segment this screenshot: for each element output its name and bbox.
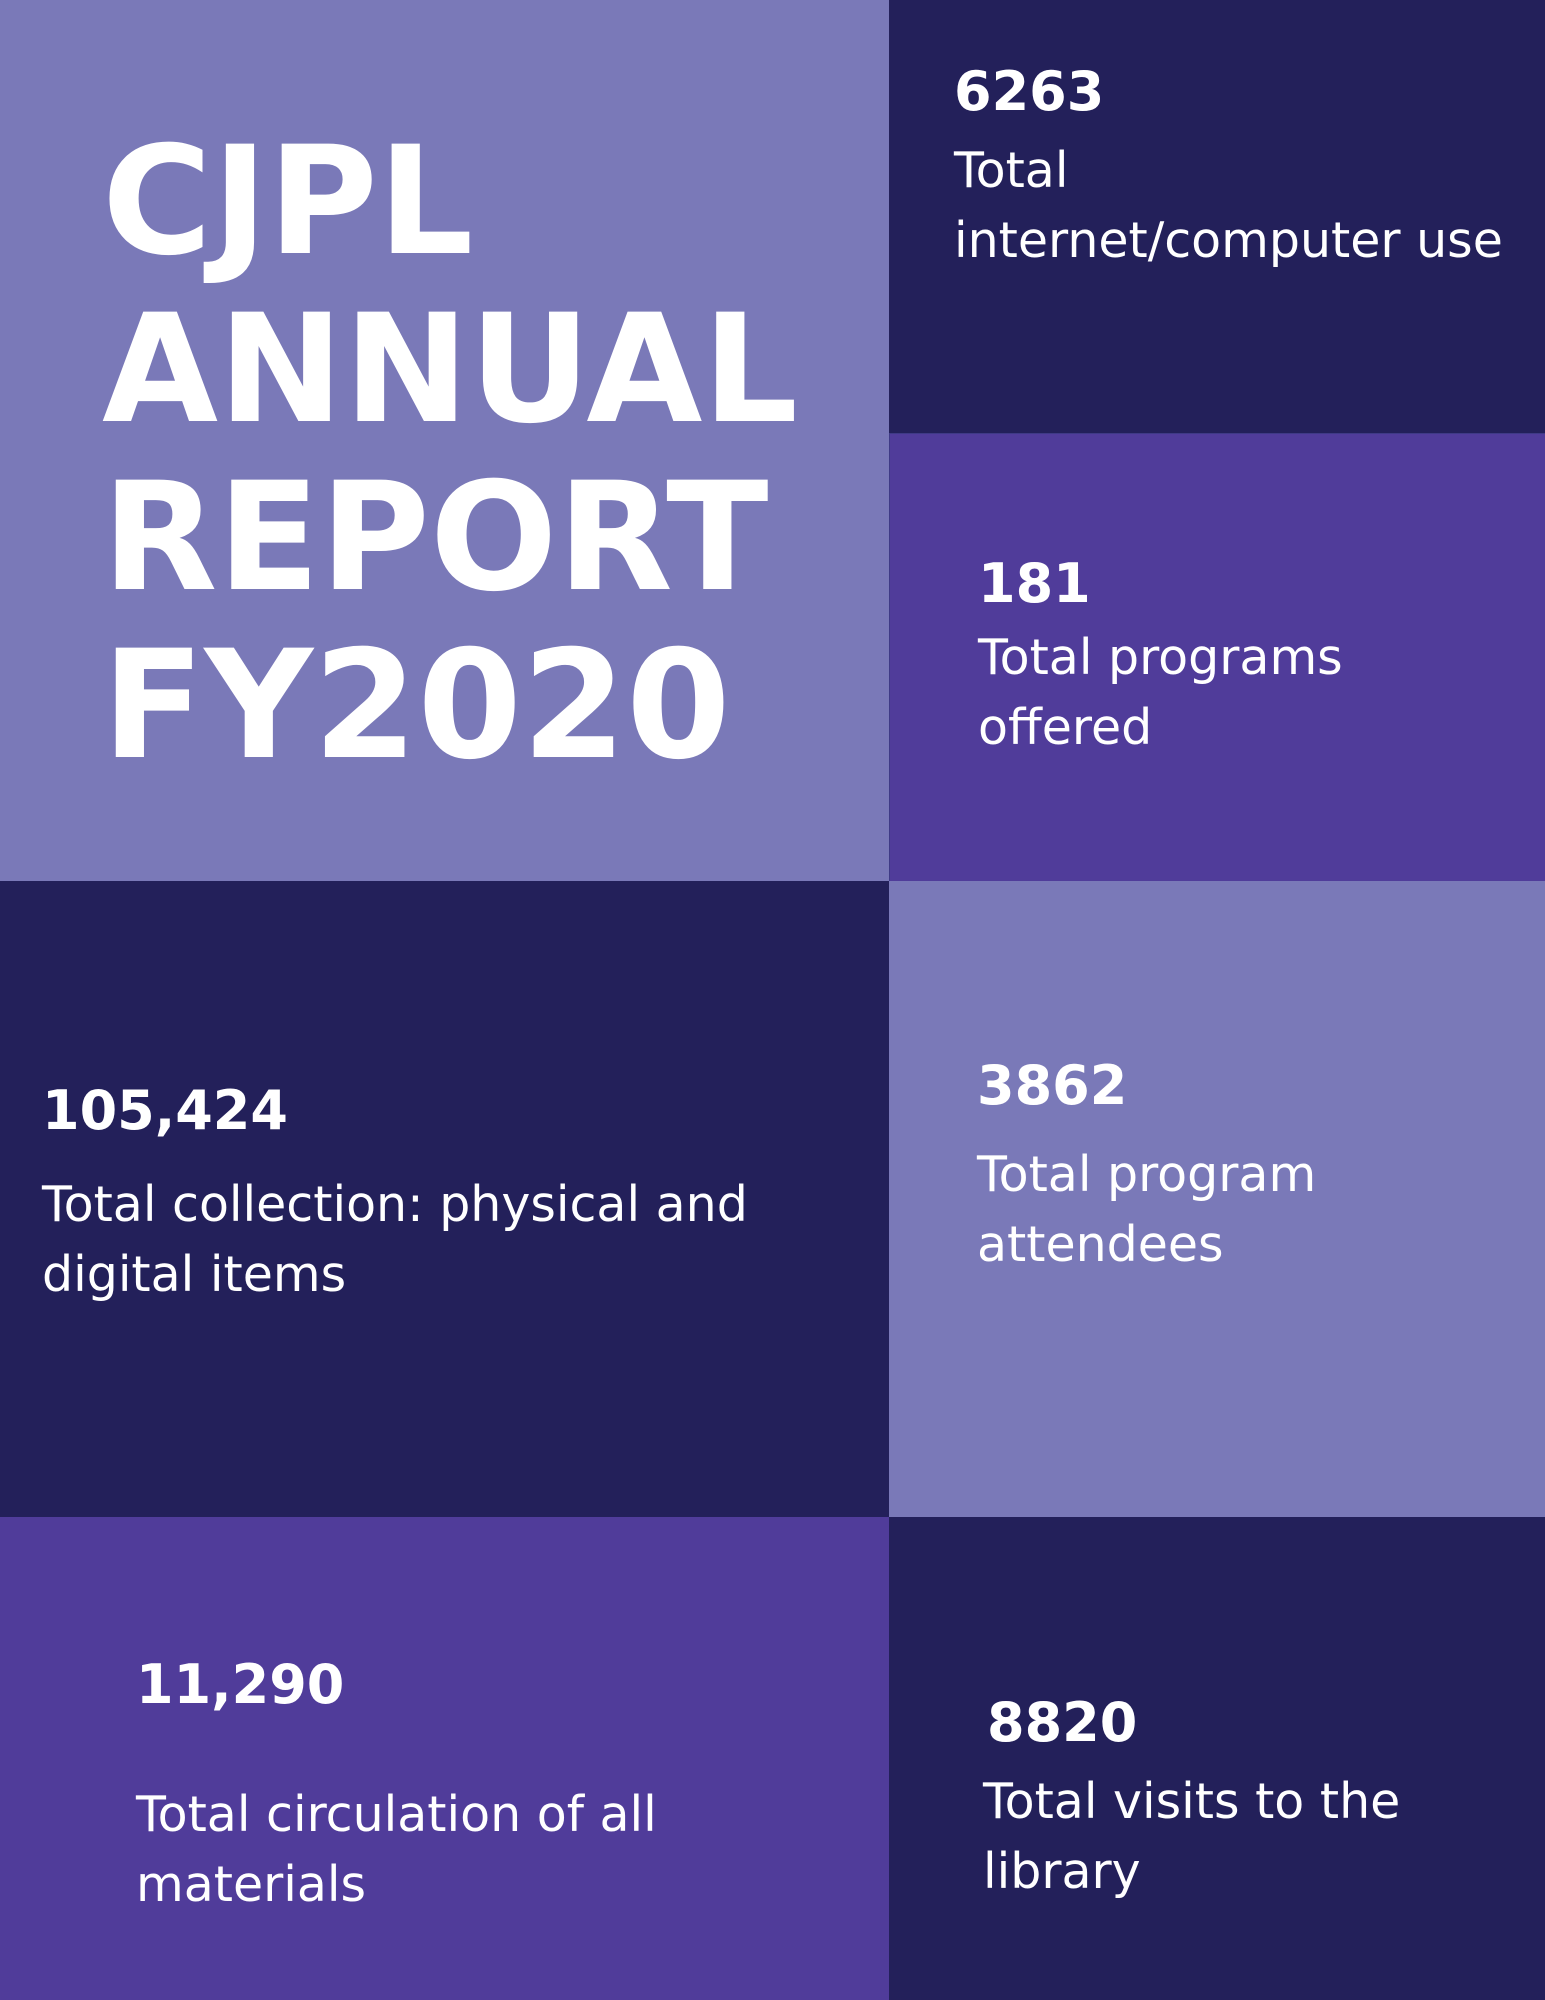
stat-tile-circulation: 11,290 Total circulation of all material… [0,1517,889,2000]
stat-number: 6263 [954,60,1105,123]
stat-tile-programs-offered: 181 Total programs offered [889,433,1545,881]
stat-number: 8820 [987,1691,1138,1754]
stat-tile-library-visits: 8820 Total visits to the library [889,1517,1545,2000]
stat-tile-total-collection: 105,424 Total collection: physical and d… [0,881,889,1517]
title-tile: CJPL ANNUAL REPORT FY2020 [0,0,889,881]
stat-label: Total program attendees [977,1146,1317,1273]
stat-tile-internet-use: 6263 Total internet/computer use [889,0,1545,433]
stat-tile-program-attendees: 3862 Total program attendees [889,881,1545,1517]
stat-label: Total visits to the library [983,1773,1401,1900]
stat-number: 11,290 [136,1653,345,1716]
report-title: CJPL ANNUAL REPORT FY2020 [102,115,799,793]
stat-label: Total circulation of all materials [136,1786,657,1913]
stat-label: Total programs offered [978,629,1343,756]
stat-number: 105,424 [42,1079,288,1142]
stat-label: Total collection: physical and digital i… [42,1176,748,1303]
stat-number: 3862 [977,1054,1128,1117]
stat-number: 181 [978,552,1091,615]
stat-label: Total internet/computer use [954,142,1503,269]
